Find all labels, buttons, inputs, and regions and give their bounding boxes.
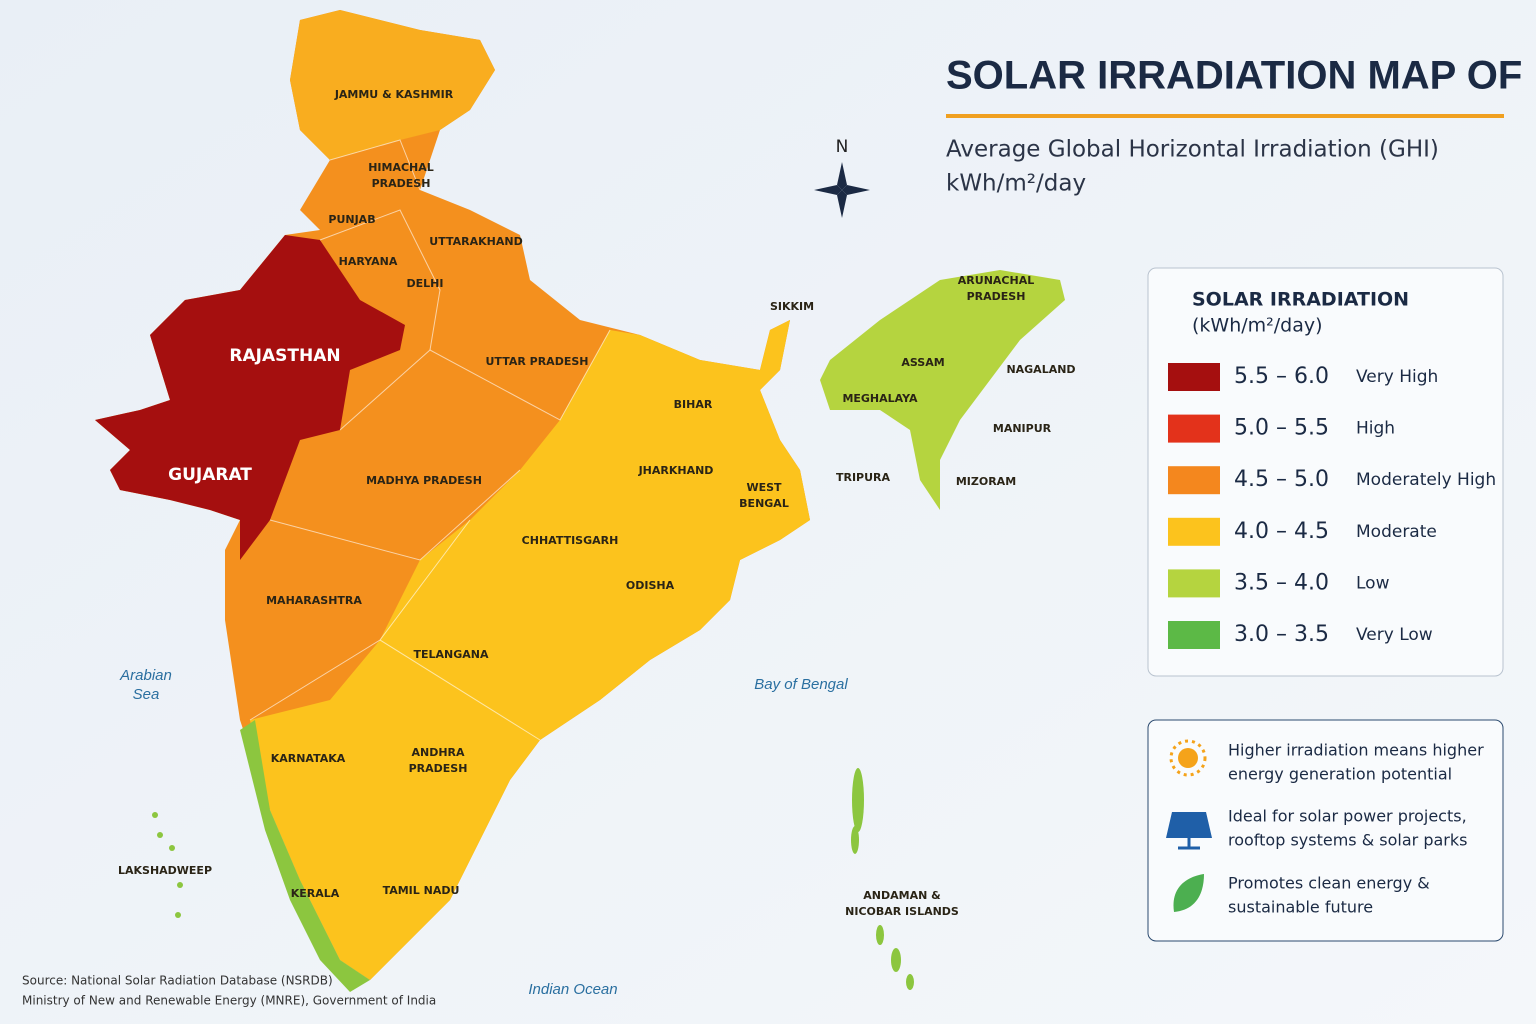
region-label: ASSAM: [901, 356, 944, 369]
region-label: MADHYA PRADESH: [366, 474, 482, 487]
region-label: PUNJAB: [328, 213, 375, 226]
region-label: MANIPUR: [993, 422, 1052, 435]
water-label: Sea: [133, 686, 160, 703]
leaf-icon: [1173, 874, 1204, 912]
region-label: MIZORAM: [956, 475, 1016, 488]
info-text: Ideal for solar power projects,: [1228, 807, 1467, 826]
legend-box: [1147, 267, 1504, 677]
region-label: NICOBAR ISLANDS: [845, 905, 959, 918]
legend-range: 4.5 – 5.0: [1234, 467, 1329, 492]
legend-swatch: [1168, 363, 1220, 391]
legend-label: Very Low: [1356, 625, 1433, 645]
region-label: WEST: [746, 481, 782, 494]
info-text: sustainable future: [1228, 898, 1373, 917]
info-text: rooftop systems & solar parks: [1228, 831, 1467, 850]
title: SOLAR IRRADIATION MAP OF INDIA: [946, 54, 1536, 98]
region-label: MEGHALAYA: [842, 392, 918, 405]
legend-label: High: [1356, 419, 1395, 439]
region-label: UTTAR PRADESH: [486, 355, 589, 368]
legend-range: 3.0 – 3.5: [1234, 622, 1329, 647]
borders: [249, 139, 611, 741]
region-label: ANDHRA: [411, 746, 465, 759]
region-label: SIKKIM: [770, 300, 814, 313]
info-text: energy generation potential: [1228, 765, 1452, 784]
compass-label: N: [836, 137, 849, 157]
legend-swatch: [1168, 569, 1220, 598]
region-label: JHARKHAND: [638, 464, 714, 477]
region-label: TRIPURA: [836, 471, 891, 484]
north-zone: [290, 10, 495, 160]
legend-swatch: [1168, 517, 1220, 546]
region-label: MAHARASHTRA: [266, 594, 362, 607]
region-label: ODISHA: [626, 579, 675, 592]
legend-label: Moderate: [1356, 522, 1437, 542]
legend-range: 5.5 – 6.0: [1234, 364, 1329, 389]
info-text: Higher irradiation means higher: [1228, 741, 1484, 760]
northeast: [820, 270, 1065, 510]
region-label: ANDAMAN &: [863, 889, 941, 902]
water-label: Indian Ocean: [528, 981, 617, 998]
legend: SOLAR IRRADIATION (kWh/m²/day) 5.5 – 6.0…: [1147, 267, 1504, 677]
legend-label: Very High: [1356, 367, 1438, 387]
region-label: GUJARAT: [168, 465, 252, 485]
legend-title: SOLAR IRRADIATION: [1192, 289, 1409, 311]
kerala-zone: [240, 720, 370, 992]
region-label: ARUNACHAL: [958, 274, 1034, 287]
subtitle: kWh/m²/day: [946, 171, 1086, 197]
region-label: PRADESH: [967, 290, 1026, 303]
subtitle: Average Global Horizontal Irradiation (G…: [946, 137, 1439, 163]
legend-range: 3.5 – 4.0: [1234, 570, 1329, 595]
region-label: TAMIL NADU: [383, 884, 460, 897]
east-south-zone: [250, 320, 810, 980]
source: Ministry of New and Renewable Energy (MN…: [22, 994, 436, 1008]
sun-icon: [1169, 739, 1207, 777]
region-label: HIMACHAL: [368, 161, 434, 174]
source: Source: National Solar Radiation Databas…: [22, 974, 333, 988]
legend-swatch: [1168, 466, 1220, 495]
region-label: LAKSHADWEEP: [118, 864, 212, 877]
region-label: JAMMU & KASHMIR: [334, 88, 454, 101]
legend-range: 5.0 – 5.5: [1234, 416, 1329, 441]
region-label: RAJASTHAN: [229, 346, 340, 366]
info-text: Promotes clean energy &: [1228, 874, 1430, 893]
legend-unit: (kWh/m²/day): [1192, 315, 1323, 337]
region-label: KARNATAKA: [271, 752, 346, 765]
map: [95, 10, 1065, 992]
info-box: [1147, 719, 1504, 942]
panel-icon: [1166, 812, 1212, 850]
legend-swatch: [1168, 414, 1220, 443]
region-label: UTTARAKHAND: [429, 235, 522, 248]
region-label: KERALA: [291, 887, 340, 900]
region-label: PRADESH: [372, 177, 431, 190]
west-zone: [95, 235, 405, 560]
region-label: DELHI: [407, 277, 444, 290]
legend-label: Moderately High: [1356, 470, 1496, 490]
region-label: BENGAL: [739, 497, 789, 510]
region-label: NAGALAND: [1006, 363, 1075, 376]
region-label: CHHATTISGARH: [522, 534, 619, 547]
region-labels: JAMMU & KASHMIR HIMACHAL PRADESH PUNJAB UTTA…: [118, 88, 1076, 998]
region-label: BIHAR: [674, 398, 713, 411]
water-label: Bay of Bengal: [754, 676, 848, 693]
lakshadweep-islands: [152, 812, 183, 918]
water-label: Arabian: [119, 667, 172, 684]
region-label: PRADESH: [409, 762, 468, 775]
compass: N: [814, 137, 870, 218]
legend-label: Low: [1356, 573, 1390, 593]
legend-range: 4.0 – 4.5: [1234, 519, 1329, 544]
info-panel: Higher irradiation means higher energy ge…: [1147, 719, 1504, 942]
andaman-islands: [851, 768, 914, 990]
region-label: HARYANA: [339, 255, 398, 268]
region-label: TELANGANA: [413, 648, 488, 661]
title-rule: [946, 114, 1504, 118]
legend-swatch: [1168, 621, 1220, 649]
